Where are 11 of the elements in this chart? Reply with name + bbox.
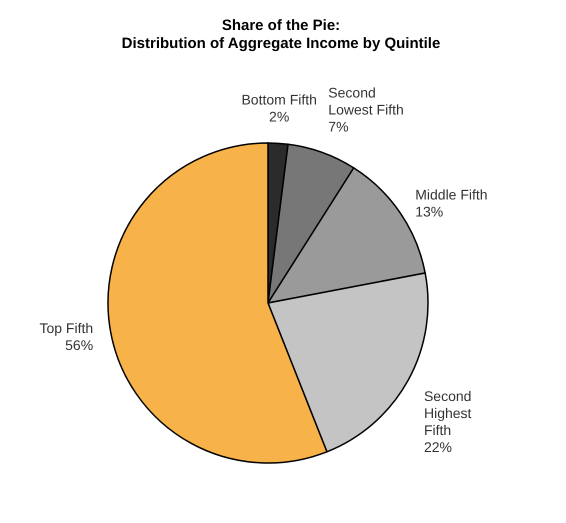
slice-label: Middle Fifth <box>415 186 488 202</box>
data-label: 56% <box>65 336 94 353</box>
data-label: 7% <box>328 118 349 135</box>
chart-title: Share of the Pie: Distribution of Aggregate Income by Quintile <box>122 17 440 52</box>
data-label: 2% <box>269 108 290 124</box>
slice-label: Second Lowest Fifth <box>328 84 404 118</box>
slice-label: Second Highest Fifth <box>424 388 472 438</box>
slice-label: Top Fifth <box>39 320 94 336</box>
data-label: 13% <box>415 203 444 220</box>
slice-label: Bottom Fifth <box>241 91 317 108</box>
data-label: 22% <box>424 438 452 455</box>
